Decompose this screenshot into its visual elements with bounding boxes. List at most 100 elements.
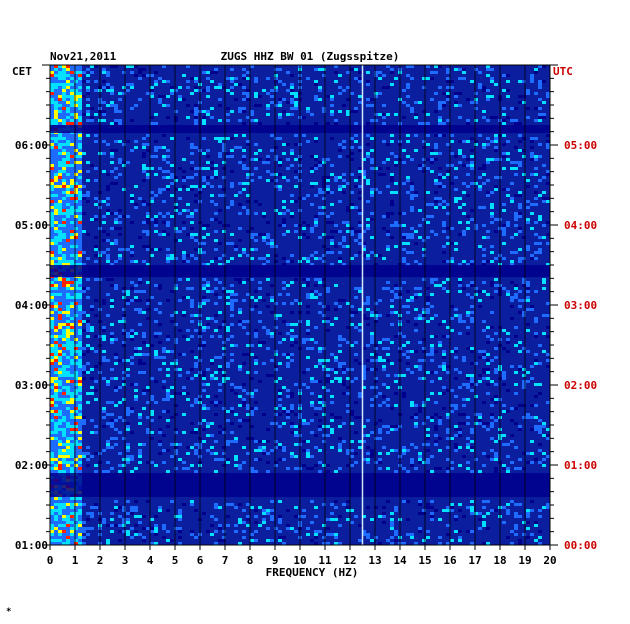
- spectrogram-cell: [538, 155, 542, 158]
- spectrogram-cell: [274, 173, 278, 176]
- spectrogram-cell: [290, 359, 294, 362]
- spectrogram-cell: [310, 182, 314, 185]
- spectrogram-cell: [70, 122, 74, 125]
- spectrogram-cell: [266, 446, 270, 449]
- spectrogram-cell: [370, 212, 374, 215]
- spectrogram-cell: [274, 368, 278, 371]
- spectrogram-cell: [62, 413, 66, 416]
- spectrogram-cell: [222, 431, 226, 434]
- spectrogram-cell: [74, 116, 78, 119]
- spectrogram-cell: [510, 455, 514, 458]
- spectrogram-cell: [50, 251, 54, 254]
- spectrogram-cell: [166, 389, 170, 392]
- spectrogram-cell: [50, 248, 54, 251]
- spectrogram-cell: [74, 323, 78, 326]
- spectrogram-cell: [82, 395, 86, 398]
- spectrogram-cell: [78, 239, 82, 242]
- spectrogram-cell: [194, 374, 198, 377]
- spectrogram-cell: [74, 284, 78, 287]
- spectrogram-cell: [102, 71, 106, 74]
- spectrogram-cell: [62, 251, 66, 254]
- spectrogram-cell: [502, 230, 506, 233]
- spectrogram-cell: [370, 455, 374, 458]
- spectrogram-cell: [354, 140, 358, 143]
- spectrogram-cell: [142, 236, 146, 239]
- spectrogram-cell: [110, 413, 114, 416]
- spectrogram-cell: [218, 221, 222, 224]
- spectrogram-cell: [382, 89, 386, 92]
- spectrogram-cell: [86, 98, 90, 101]
- spectrogram-cell: [502, 65, 506, 68]
- spectrogram-cell: [54, 422, 58, 425]
- spectrogram-cell: [514, 113, 518, 116]
- spectrogram-cell: [370, 386, 374, 389]
- spectrogram-cell: [150, 74, 154, 77]
- spectrogram-cell: [166, 338, 170, 341]
- spectrogram-cell: [526, 89, 530, 92]
- spectrogram-cell: [170, 281, 174, 284]
- spectrogram-cell: [58, 248, 62, 251]
- spectrogram-cell: [94, 218, 98, 221]
- spectrogram-cell: [422, 110, 426, 113]
- spectrogram-cell: [70, 431, 74, 434]
- spectrogram-cell: [318, 281, 322, 284]
- spectrogram-cell: [122, 308, 126, 311]
- spectrogram-cell: [62, 401, 66, 404]
- spectrogram-cell: [226, 113, 230, 116]
- spectrogram-cell: [206, 113, 210, 116]
- spectrogram-cell: [274, 380, 278, 383]
- spectrogram-cell: [534, 158, 538, 161]
- spectrogram-cell: [210, 374, 214, 377]
- spectrogram-cell: [70, 137, 74, 140]
- spectrogram-cell: [74, 173, 78, 176]
- spectrogram-cell: [286, 293, 290, 296]
- spectrogram-cell: [230, 80, 234, 83]
- spectrogram-cell: [62, 176, 66, 179]
- spectrogram-cell: [334, 377, 338, 380]
- spectrogram-cell: [266, 293, 270, 296]
- spectrogram-cell: [390, 203, 394, 206]
- spectrogram-cell: [482, 224, 486, 227]
- spectrogram-cell: [126, 89, 130, 92]
- spectrogram-cell: [502, 371, 506, 374]
- spectrogram-cell: [422, 362, 426, 365]
- spectrogram-cell: [270, 320, 274, 323]
- spectrogram-cell: [470, 164, 474, 167]
- spectrogram-cell: [446, 212, 450, 215]
- spectrogram-cell: [242, 404, 246, 407]
- spectrogram-cell: [494, 383, 498, 386]
- spectrogram-cell: [406, 233, 410, 236]
- spectrogram-cell: [294, 95, 298, 98]
- spectrogram-cell: [478, 134, 482, 137]
- spectrogram-cell: [426, 320, 430, 323]
- spectrogram-cell: [206, 299, 210, 302]
- spectrogram-cell: [238, 143, 242, 146]
- spectrogram-cell: [430, 158, 434, 161]
- spectrogram-cell: [66, 437, 70, 440]
- spectrogram-cell: [162, 134, 166, 137]
- spectrogram-cell: [182, 353, 186, 356]
- spectrogram-cell: [282, 410, 286, 413]
- spectrogram-cell: [150, 395, 154, 398]
- spectrogram-cell: [62, 341, 66, 344]
- spectrogram-cell: [246, 95, 250, 98]
- spectrogram-cell: [74, 95, 78, 98]
- spectrogram-cell: [338, 110, 342, 113]
- spectrogram-cell: [66, 296, 70, 299]
- spectrogram-cell: [378, 314, 382, 317]
- spectrogram-cell: [254, 407, 258, 410]
- spectrogram-cell: [346, 86, 350, 89]
- spectrogram-cell: [126, 290, 130, 293]
- spectrogram-cell: [170, 218, 174, 221]
- spectrogram-cell: [214, 137, 218, 140]
- spectrogram-cell: [322, 185, 326, 188]
- spectrogram-cell: [178, 239, 182, 242]
- spectrogram-cell: [486, 353, 490, 356]
- spectrogram-cell: [374, 314, 378, 317]
- spectrogram-cell: [526, 284, 530, 287]
- spectrogram-cell: [542, 167, 546, 170]
- spectrogram-cell: [374, 347, 378, 350]
- spectrogram-cell: [270, 158, 274, 161]
- spectrogram-cell: [306, 194, 310, 197]
- spectrogram-cell: [534, 71, 538, 74]
